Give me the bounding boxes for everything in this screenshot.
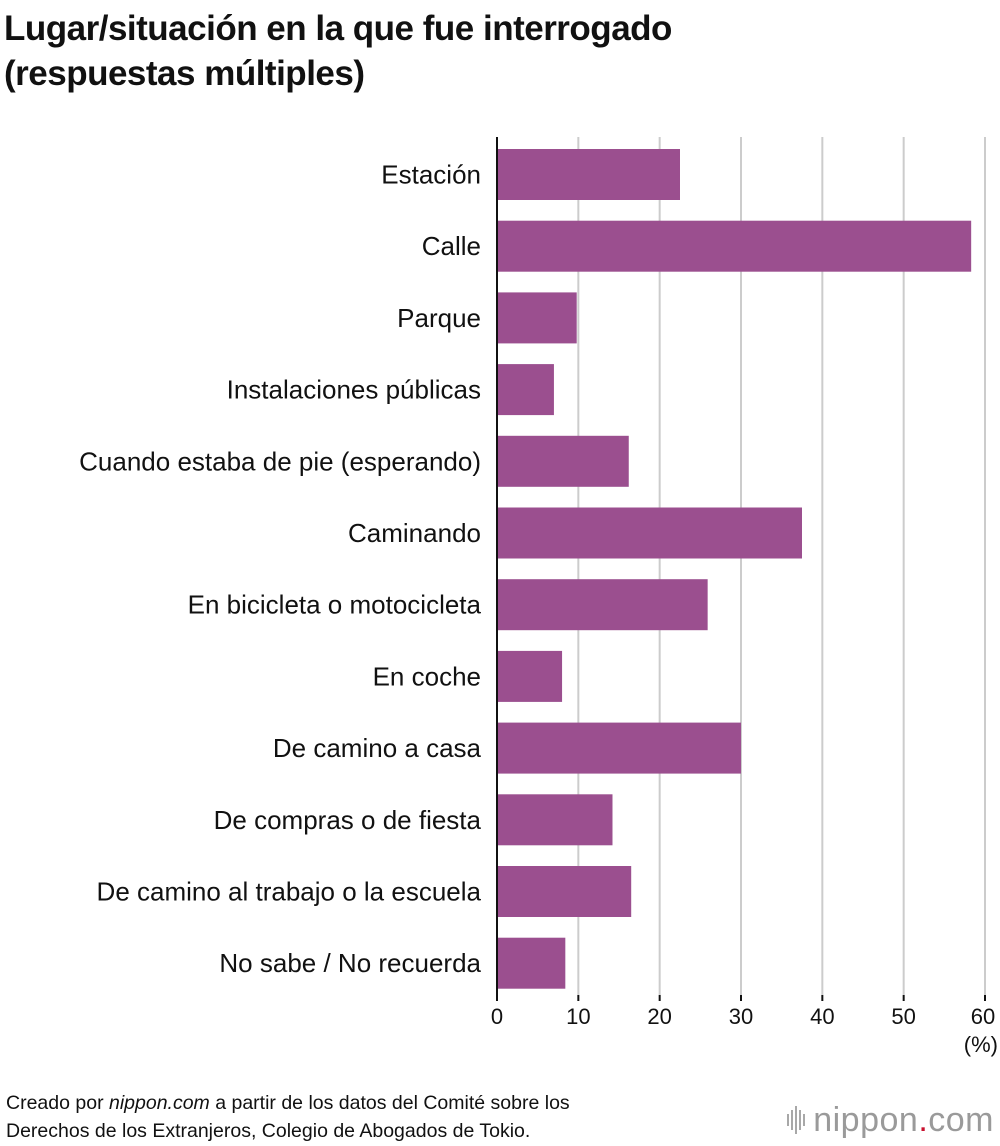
brand-tld: com [928,1101,994,1139]
source-suffix: a partir de los datos del Comité sobre l… [209,1092,570,1114]
nippon-logo-bars-icon [787,1105,806,1135]
bar-4 [497,435,629,487]
bar-5 [497,507,802,559]
category-label-6: En bicicleta o motocicleta [188,590,482,620]
brand-dot: . [918,1101,929,1139]
x-tick-label-10: 10 [566,1004,590,1029]
x-tick-label-0: 0 [491,1004,503,1029]
bar-2 [497,292,577,344]
brand-name: nippon [813,1101,919,1139]
x-axis-unit-label: (%) [964,1032,998,1057]
category-label-0: Estación [381,160,481,190]
gridlines [577,137,986,995]
category-label-9: De compras o de fiesta [214,805,482,835]
chart-title-line-2: (respuestas múltiples) [4,54,365,93]
category-label-7: En coche [373,661,481,691]
bars [497,149,972,989]
category-label-2: Parque [397,303,481,333]
x-tick-label-60: 60 [971,1004,995,1029]
category-label-5: Caminando [348,518,481,548]
bar-10 [497,866,632,917]
source-line-2: Derechos de los Extranjeros, Colegio de … [6,1120,531,1142]
axes: 0 10 20 30 40 50 60 (%) [491,137,998,1057]
chart-title-line-1: Lugar/situación en la que fue interrogad… [4,9,672,48]
bar-6 [497,579,708,631]
bar-7 [497,650,563,702]
bar-1 [497,220,972,272]
category-label-3: Instalaciones públicas [227,375,481,405]
x-tick-label-50: 50 [891,1004,915,1029]
source-prefix: Creado por [6,1092,109,1114]
bar-3 [497,364,554,416]
category-label-4: Cuando estaba de pie (esperando) [79,446,481,476]
x-tick-label-30: 30 [729,1004,753,1029]
bar-11 [497,937,566,989]
source-note: Creado por nippon.com a partir de los da… [6,1089,570,1145]
category-label-10: De camino al trabajo o la escuela [97,877,482,907]
category-label-11: No sabe / No recuerda [219,948,481,978]
brand-wordmark: nippon.com [813,1100,994,1140]
bar-8 [497,722,741,774]
bar-9 [497,794,613,846]
category-label-1: Calle [422,231,481,261]
x-tick-label-40: 40 [810,1004,834,1029]
bar-0 [497,149,680,200]
category-labels: Estación Calle Parque Instalaciones pública… [79,160,481,979]
brand-logo: nippon.com [787,1100,994,1140]
x-tick-label-20: 20 [647,1004,671,1029]
chart-title: Lugar/situación en la que fue interrogad… [4,6,994,96]
source-name: nippon.com [108,1092,210,1114]
category-label-8: De camino a casa [273,733,482,763]
